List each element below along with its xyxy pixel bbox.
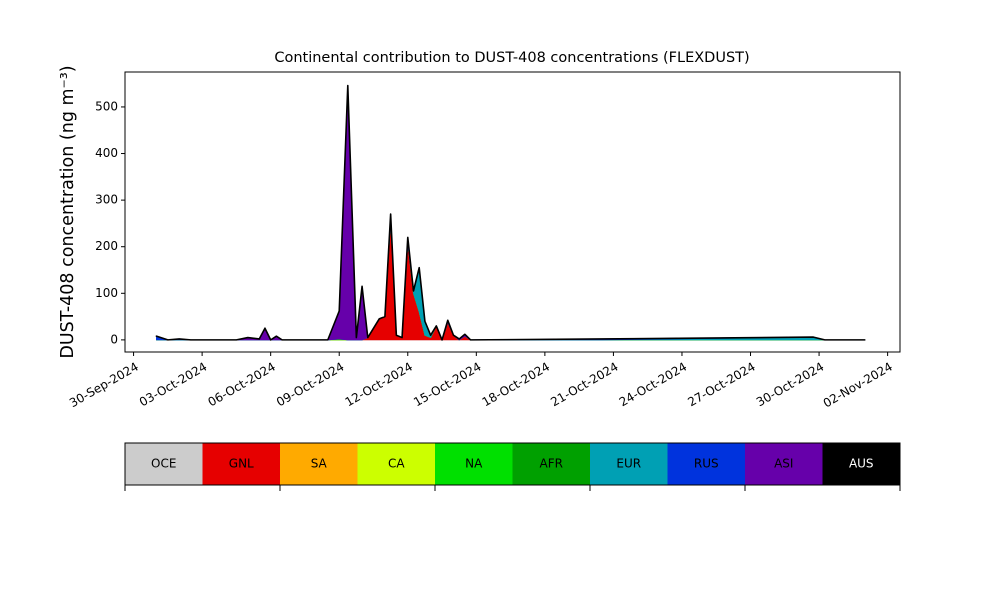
- x-tick-label: 27-Oct-2024: [685, 360, 757, 410]
- x-tick-label: 03-Oct-2024: [137, 360, 209, 410]
- y-tick-label: 200: [95, 239, 118, 253]
- x-tick-label: 30-Sep-2024: [67, 360, 141, 411]
- legend-label: ASI: [774, 457, 793, 471]
- legend-swatch: [667, 443, 745, 485]
- x-tick-label: 02-Nov-2024: [821, 360, 895, 411]
- x-tick-label: 30-Oct-2024: [754, 360, 826, 410]
- colorbar-frame: [124, 442, 901, 486]
- y-tick-label: 400: [95, 146, 118, 160]
- plot-frame: [124, 71, 901, 353]
- x-tick-label: 15-Oct-2024: [411, 360, 483, 410]
- x-tick-label: 12-Oct-2024: [343, 360, 415, 410]
- legend-label: AUS: [849, 457, 874, 471]
- plot-area: [155, 84, 866, 341]
- legend-swatch: [202, 443, 280, 485]
- area: [155, 84, 866, 341]
- legend-swatch: [512, 443, 590, 485]
- legend-swatch: [590, 443, 668, 485]
- y-tick-label: 500: [95, 99, 118, 113]
- legend-label: AFR: [540, 457, 563, 471]
- area: [156, 218, 866, 341]
- y-tick-label: 100: [95, 286, 118, 300]
- legend-swatch: [280, 443, 358, 485]
- area: [156, 85, 866, 341]
- area: [156, 218, 866, 341]
- y-tick-label: 300: [95, 193, 118, 207]
- legend-label: GNL: [229, 457, 254, 471]
- chart-title: Continental contribution to DUST-408 con…: [274, 50, 749, 66]
- legend-swatch: [357, 443, 435, 485]
- legend-label: OCE: [151, 457, 176, 471]
- area: [156, 218, 866, 341]
- legend-swatch: [822, 443, 900, 485]
- area: [156, 218, 866, 341]
- y-tick-label: 0: [110, 332, 118, 346]
- x-tick-label: 18-Oct-2024: [480, 360, 552, 410]
- colorbar: OCE GNL SA CA NA AFR EUR RUS ASI AUS: [124, 442, 901, 491]
- legend-label: EUR: [616, 457, 641, 471]
- area: [156, 218, 866, 341]
- y-axis-label: DUST-408 concentration (ng m⁻³): [58, 65, 78, 358]
- legend-swatch: [435, 443, 513, 485]
- x-tick-label: 09-Oct-2024: [274, 360, 346, 410]
- legend-label: CA: [388, 457, 405, 471]
- x-tick-label: 21-Oct-2024: [548, 360, 620, 410]
- x-tick-label: 24-Oct-2024: [617, 360, 689, 410]
- area: [156, 218, 866, 341]
- legend-label: SA: [311, 457, 328, 471]
- area: [156, 218, 866, 341]
- legend-swatch: [125, 443, 203, 485]
- legend-label: NA: [465, 457, 483, 471]
- legend-label: RUS: [694, 457, 719, 471]
- legend-swatch: [745, 443, 823, 485]
- x-tick-label: 06-Oct-2024: [205, 360, 277, 410]
